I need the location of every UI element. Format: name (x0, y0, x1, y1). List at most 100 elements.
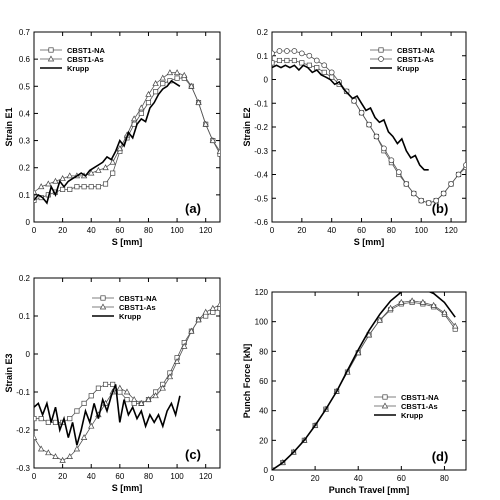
y-tick-label: -0.2 (16, 426, 30, 435)
y-axis-label: Strain E2 (242, 107, 252, 146)
legend-marker (382, 394, 388, 400)
data-point (202, 120, 209, 127)
data-point (313, 57, 320, 64)
data-point (419, 298, 427, 305)
legend-marker (100, 295, 106, 301)
x-tick-label: 0 (32, 472, 37, 481)
y-tick-label: 120 (255, 288, 269, 297)
y-tick-label: 0.7 (19, 28, 31, 37)
data-point (52, 419, 59, 425)
data-point (130, 396, 138, 402)
plot-area (272, 292, 459, 470)
data-point (321, 62, 328, 69)
data-point (153, 89, 159, 95)
data-point (388, 157, 395, 164)
data-point (166, 69, 174, 76)
data-point (376, 316, 383, 323)
data-point (95, 385, 101, 391)
data-point (60, 186, 66, 192)
data-point (138, 399, 145, 406)
y-tick-label: 0.4 (19, 109, 31, 118)
data-point (74, 408, 80, 414)
data-point (358, 109, 365, 116)
data-point (145, 90, 152, 97)
legend-label: CBST1-As (67, 55, 104, 64)
legend-label: CBST1-NA (397, 46, 436, 55)
legend-label: Krupp (397, 64, 419, 73)
data-point (440, 190, 447, 197)
legend-marker (378, 56, 384, 62)
data-point (433, 197, 440, 204)
y-tick-label: 40 (259, 407, 268, 416)
data-point (328, 69, 335, 76)
data-point (88, 393, 94, 399)
data-point (81, 184, 87, 190)
y-tick-label: 0 (264, 76, 269, 85)
y-tick-label: 0.1 (19, 191, 31, 200)
x-tick-label: 20 (311, 474, 320, 483)
data-point (152, 392, 159, 399)
x-tick-label: 40 (87, 472, 96, 481)
x-axis-label: S [mm] (112, 237, 143, 247)
legend-label: Krupp (67, 64, 89, 73)
data-point (88, 169, 95, 176)
data-point (34, 434, 38, 440)
legend-marker (378, 47, 384, 53)
data-point (430, 301, 437, 308)
data-point (145, 396, 152, 402)
data-point (272, 60, 275, 66)
x-tick-label: 40 (87, 226, 96, 235)
data-point (284, 48, 290, 54)
data-point (102, 381, 109, 387)
y-tick-label: -0.3 (16, 464, 30, 473)
legend-label: CBST1-As (119, 303, 156, 312)
data-point (188, 327, 195, 334)
plot-area (34, 69, 220, 205)
x-tick-label: 60 (115, 472, 124, 481)
data-point (34, 416, 37, 422)
x-tick-label: 120 (444, 226, 458, 235)
x-axis-label: Punch Travel [mm] (329, 485, 410, 495)
legend-label: CBST1-As (397, 55, 434, 64)
data-point (410, 190, 417, 197)
data-point (67, 186, 73, 192)
data-point (45, 180, 52, 187)
data-point (73, 445, 81, 452)
data-point (88, 184, 94, 190)
data-point (398, 298, 405, 305)
data-point (130, 115, 138, 122)
data-point (34, 197, 37, 203)
x-axis-label: S [mm] (354, 237, 385, 247)
data-point (298, 50, 305, 57)
legend-marker (48, 47, 54, 53)
data-point (217, 305, 220, 311)
x-tick-label: 120 (199, 472, 213, 481)
data-point (67, 416, 73, 422)
legend-marker (381, 402, 389, 409)
data-point (181, 71, 188, 78)
y-tick-label: 100 (255, 318, 269, 327)
data-point (202, 308, 209, 315)
data-point (366, 121, 372, 128)
data-point (291, 48, 298, 54)
data-point (209, 304, 217, 311)
data-point (81, 400, 87, 406)
data-point (159, 74, 166, 81)
data-point (373, 133, 380, 140)
x-tick-label: 80 (144, 226, 153, 235)
data-point (276, 57, 283, 64)
data-point (188, 82, 195, 89)
data-point (38, 416, 44, 422)
data-point (45, 449, 52, 456)
panel-label: (c) (185, 447, 201, 462)
data-point (455, 171, 462, 178)
data-point (173, 358, 181, 364)
data-point (123, 388, 131, 395)
y-tick-label: 0.1 (19, 312, 31, 321)
y-tick-label: 0.2 (257, 28, 269, 37)
data-point (95, 166, 102, 173)
